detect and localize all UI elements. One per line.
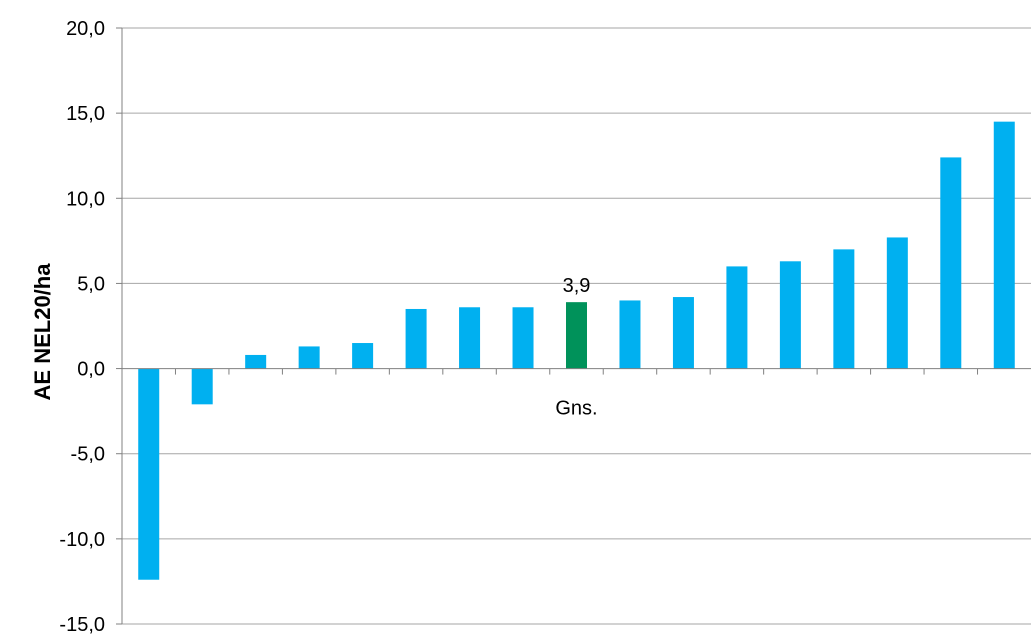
bar	[940, 157, 962, 369]
axes	[116, 27, 1031, 625]
y-axis-title: AE NEL20/ha	[30, 263, 55, 401]
bar	[886, 237, 908, 369]
y-tick-label: 5,0	[77, 273, 105, 295]
y-tick-label: 0,0	[77, 359, 105, 381]
y-tick-label: -5,0	[71, 444, 105, 466]
bar	[726, 266, 748, 369]
bar	[352, 343, 374, 369]
bar	[245, 354, 267, 369]
y-tick-label: -15,0	[59, 614, 105, 635]
data-label: 3,9	[563, 275, 591, 297]
y-tick-label: 10,0	[66, 188, 105, 210]
bar	[459, 307, 481, 369]
bar	[191, 368, 213, 405]
bar	[672, 297, 694, 369]
annotations: 3,9 Gns.	[555, 275, 597, 419]
bars	[138, 121, 1015, 580]
bar	[779, 261, 801, 369]
y-tick-labels: 20,0 15,0 10,0 5,0 0,0 -5,0 -10,0 -15,0	[59, 18, 105, 635]
bar	[138, 368, 160, 580]
bar	[993, 121, 1015, 369]
bar	[298, 346, 320, 369]
bar	[405, 308, 427, 369]
y-tick-label: -10,0	[59, 529, 105, 551]
bar	[619, 300, 641, 369]
bar	[833, 249, 855, 369]
y-tick-label: 20,0	[66, 18, 105, 40]
category-label: Gns.	[555, 398, 597, 420]
gridlines	[122, 27, 1031, 625]
y-tick-label: 15,0	[66, 103, 105, 125]
bar-highlight	[566, 302, 587, 369]
bar	[512, 307, 534, 369]
